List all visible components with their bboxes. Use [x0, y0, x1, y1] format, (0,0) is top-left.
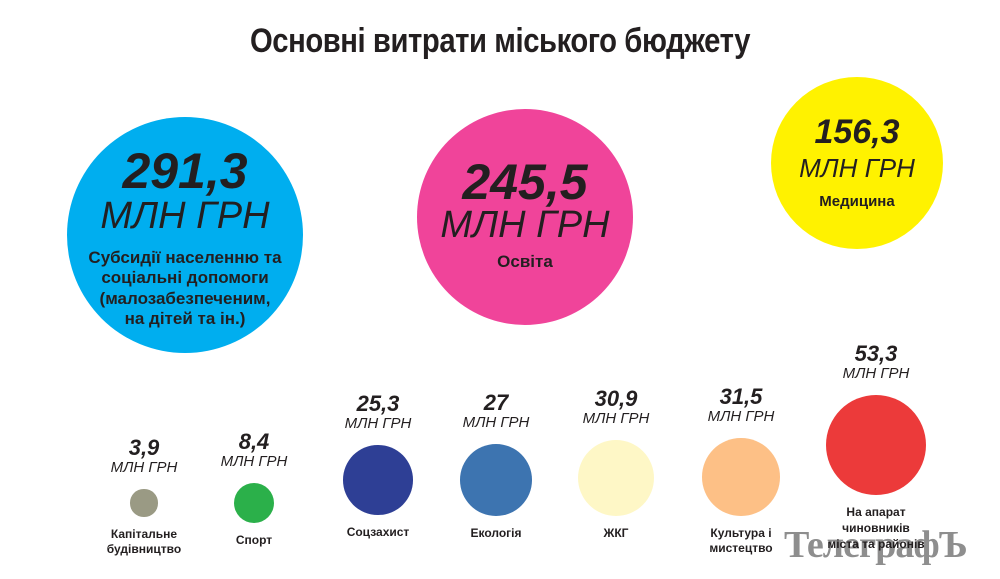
value-label: 25,3 [356, 391, 400, 417]
category-label-освіта: Освіта [497, 252, 553, 271]
unit-label: МЛН ГРН [582, 409, 650, 427]
telegraf-watermark-logo: ТелеграфЪ [784, 524, 968, 566]
category-label-медицина: Медицина [819, 193, 895, 210]
category-label-спорт: Спорт [235, 533, 273, 548]
bubble-2 [416, 108, 634, 326]
unit-label: МЛН ГРН [110, 459, 178, 477]
category-label-соцзахист: Соцзахист [346, 524, 410, 539]
category-label-жкг: ЖКГ [603, 526, 629, 541]
bubble-6 [343, 445, 413, 515]
value-label: 156,3 [814, 113, 900, 151]
unit-label: МЛН ГРН [220, 452, 288, 470]
value-label: 30,9 [594, 385, 638, 411]
unit-label: МЛН ГРН [842, 364, 910, 382]
bubble-1 [67, 117, 303, 353]
value-label: 53,3 [854, 340, 898, 366]
unit-label: МЛН ГРН [344, 415, 412, 433]
value-label: 245,5 [462, 154, 588, 210]
category-label-екологія: Екологія [470, 525, 522, 540]
value-label: 31,5 [719, 384, 763, 410]
unit-label: МЛН ГРН [799, 153, 915, 183]
bubble-10 [825, 394, 927, 496]
unit-label: МЛН ГРН [440, 204, 610, 246]
bubble-5 [233, 482, 275, 524]
category-label-на-апарат: На апарат чиновників міста та районів [827, 505, 925, 551]
bubble-8 [577, 439, 655, 517]
bubble-3 [770, 76, 944, 250]
value-label: 291,3 [122, 143, 248, 199]
value-label: 3,9 [128, 435, 160, 461]
bubble-7 [460, 444, 532, 516]
category-label-субсидії-населенню-та: Субсидії населенню та соціальні допомоги(… [88, 248, 282, 329]
category-label-капітальне: Капітальне будівництво [106, 526, 182, 557]
unit-label: МЛН ГРН [707, 408, 775, 426]
chart-title: Основні витрати міського бюджету [249, 22, 751, 60]
category-label-культура-і: Культура і мистецтво [709, 525, 773, 556]
unit-label: МЛН ГРН [100, 195, 270, 237]
bubble-4 [130, 489, 158, 517]
bubble-9 [702, 438, 780, 516]
value-label: 8,4 [238, 428, 270, 454]
value-label: 27 [483, 390, 509, 416]
unit-label: МЛН ГРН [462, 414, 530, 432]
